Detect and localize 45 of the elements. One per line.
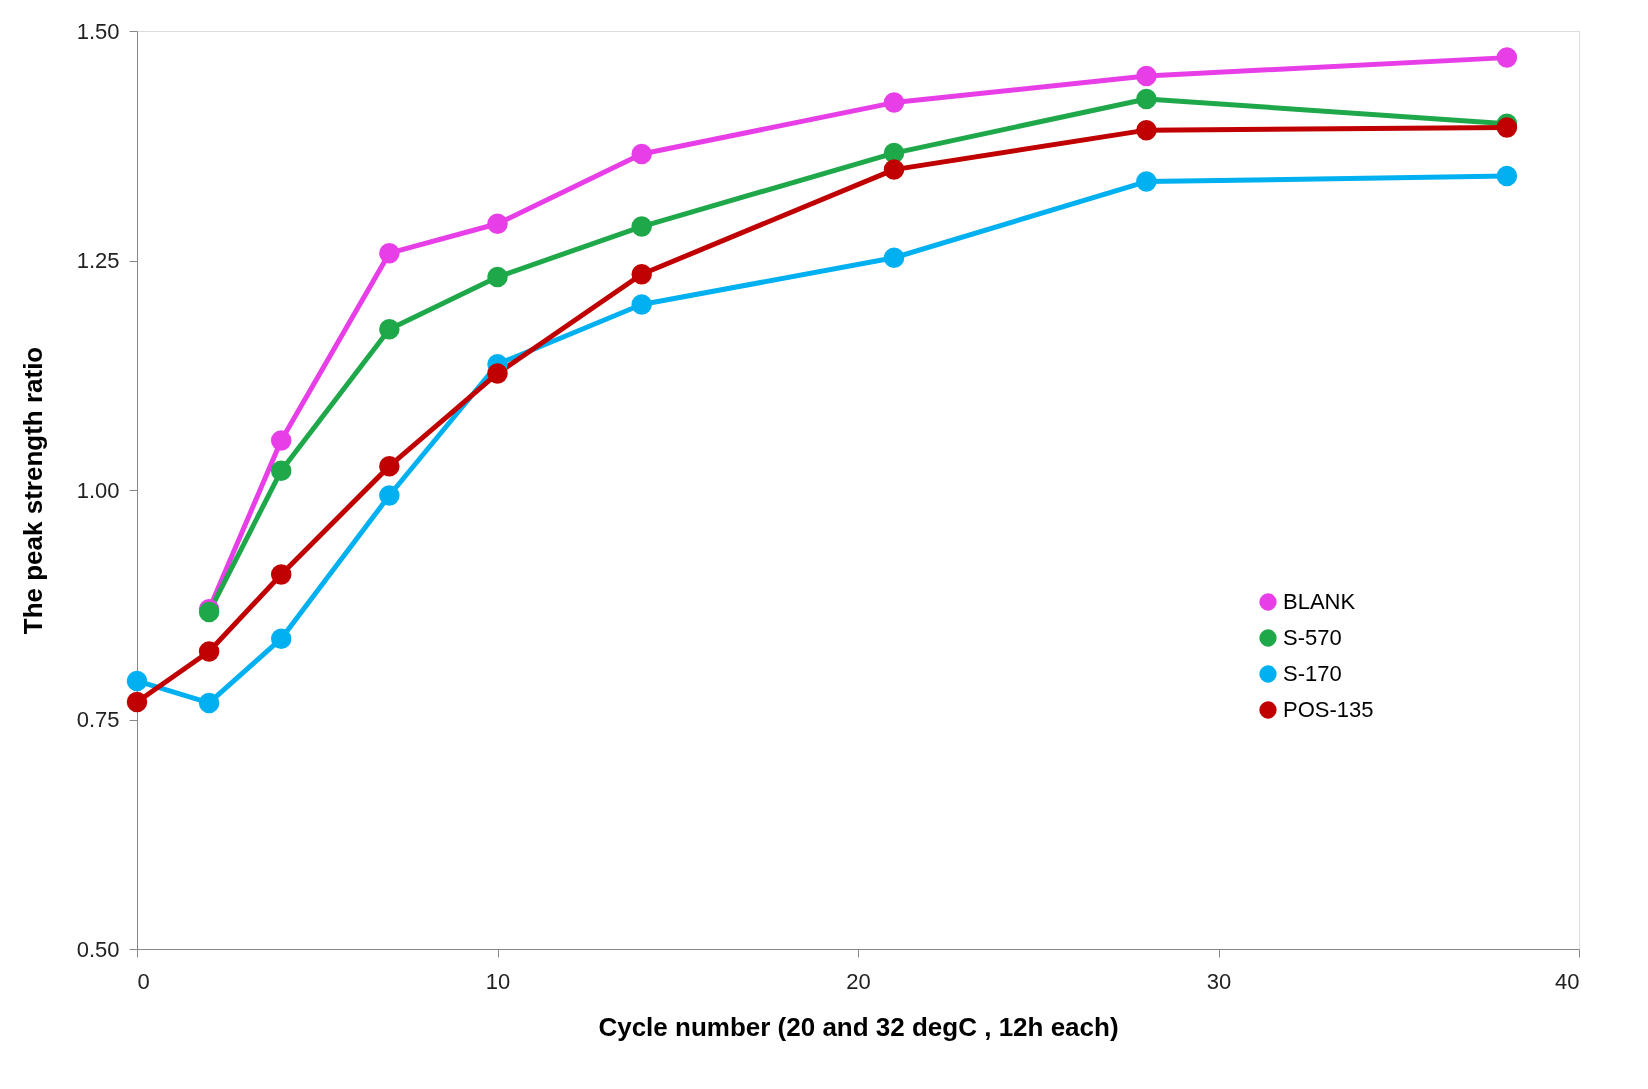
point: [126, 670, 148, 692]
legend-label: S-170: [1283, 661, 1342, 686]
point: [198, 692, 220, 714]
point: [1136, 65, 1157, 87]
y-axis-title: The peak strength ratio: [17, 346, 48, 635]
x-tick-label: 20: [846, 968, 871, 994]
point: [631, 294, 652, 315]
point: [1496, 47, 1518, 68]
point: [270, 460, 292, 481]
point: [1136, 88, 1157, 110]
legend-label: S-570: [1283, 625, 1342, 650]
point: [631, 264, 652, 285]
x-axis-title: Cycle number (20 and 32 degC , 12h each): [598, 1011, 1119, 1042]
point: [487, 266, 508, 288]
x-tick-label: 40: [1555, 968, 1580, 994]
point: [379, 485, 400, 506]
y-tick-label: 0.75: [76, 707, 120, 732]
point: [631, 216, 652, 237]
point: [883, 142, 905, 164]
point: [883, 92, 905, 113]
legend-label: BLANK: [1283, 589, 1356, 614]
point: [379, 455, 400, 477]
point: [198, 641, 220, 662]
y-tick-label: 1.00: [76, 477, 120, 503]
point: [631, 143, 652, 165]
point: [487, 363, 508, 384]
point: [487, 213, 508, 235]
x-tick-label: 30: [1206, 968, 1232, 994]
point: [126, 691, 148, 713]
x-tick-label: 10: [485, 968, 511, 994]
legend-label: POS-135: [1283, 697, 1374, 722]
point: [270, 430, 292, 451]
point: [379, 319, 400, 340]
point: [1496, 165, 1518, 187]
point: [1136, 119, 1157, 141]
y-tick-label: 1.25: [76, 248, 120, 273]
point: [270, 564, 292, 585]
y-tick-label: 0.50: [76, 936, 120, 962]
point: [1136, 171, 1157, 192]
point: [883, 159, 905, 180]
y-tick-label: 1.50: [76, 18, 120, 44]
x-tick-label: 0: [137, 968, 150, 994]
point: [270, 628, 292, 649]
point: [379, 242, 400, 264]
point: [883, 247, 905, 268]
